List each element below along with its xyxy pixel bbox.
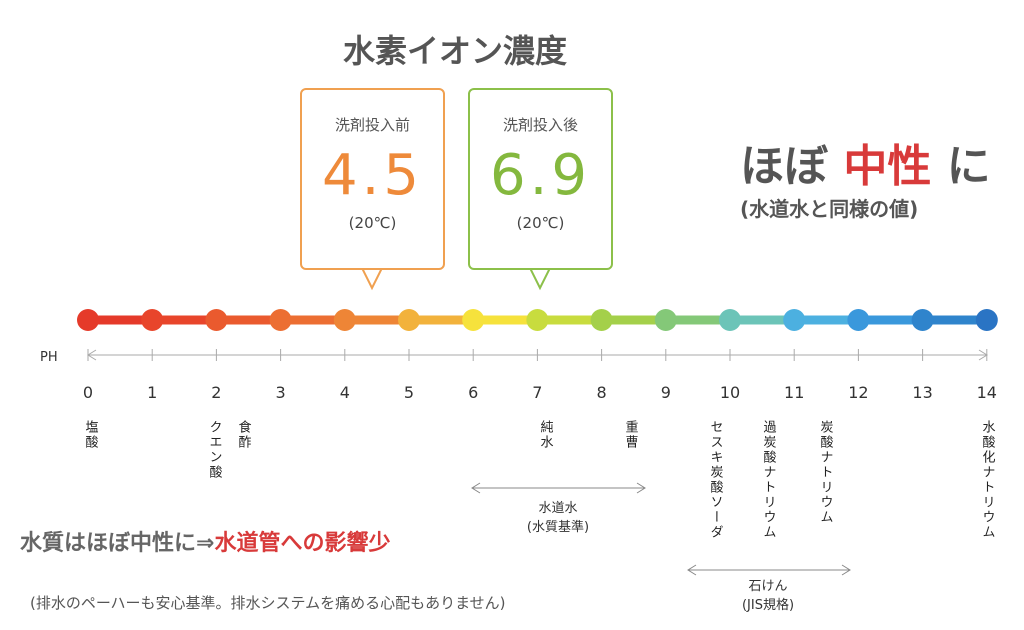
after-box: 洗剤投入後 6.9 (20℃) <box>468 88 613 270</box>
substance: 重曹 <box>622 420 638 450</box>
tick-label: 11 <box>784 383 805 402</box>
headline-text: ほぼ <box>740 141 828 192</box>
title: 水素イオン濃度 <box>342 32 568 70</box>
axis-label: PH <box>40 350 58 365</box>
box-temp: (20℃) <box>348 214 397 232</box>
dot <box>654 309 677 331</box>
range: 水道水 (水質基準) <box>527 497 589 535</box>
dot <box>333 309 356 331</box>
substance: セスキ炭酸ソーダ <box>707 420 723 540</box>
dot <box>526 309 549 331</box>
dot <box>141 309 164 331</box>
tick-label: 9 <box>660 383 671 402</box>
substance: 炭酸ナトリウム <box>817 420 833 525</box>
tick-label: 1 <box>147 383 158 402</box>
box-value: 4.5 <box>321 143 424 208</box>
tick-label: 3 <box>275 383 286 402</box>
substance: 塩酸 <box>82 420 98 450</box>
box-temp: (20℃) <box>516 214 565 232</box>
headline-text: に <box>946 141 991 192</box>
substance: 純水 <box>537 420 553 450</box>
box-label: 洗剤投入後 <box>502 116 578 134</box>
pointer <box>360 267 384 291</box>
dot <box>975 309 998 331</box>
tick-label: 12 <box>848 383 869 402</box>
dot <box>911 309 934 331</box>
tick-label: 0 <box>82 383 94 402</box>
range-label: 水道水 <box>538 501 578 516</box>
dot <box>269 309 292 331</box>
substance: 水酸化ナトリウム <box>979 420 995 540</box>
substance: 食酢 <box>235 420 251 450</box>
box-label: 洗剤投入前 <box>334 116 410 134</box>
tick-label: 8 <box>596 383 607 402</box>
dot <box>719 309 741 331</box>
conclusion-accent: 水道管への影響少 <box>214 531 391 556</box>
tick-label: 2 <box>211 383 222 402</box>
tick-label: 14 <box>976 383 997 402</box>
range-sub: (水質基準) <box>526 520 590 535</box>
tick-label: 10 <box>719 383 741 402</box>
footnote: (排水のペーハーも安心基準。排水システムを痛める心配もありません) <box>30 594 506 612</box>
dot <box>783 309 806 331</box>
box-value: 6.9 <box>489 143 592 208</box>
before-box: 洗剤投入前 4.5 (20℃) <box>300 88 445 270</box>
dot <box>398 309 420 331</box>
conclusion: 水質はほぼ中性に⇒水道管への影響少 <box>20 525 390 557</box>
range: 石けん (JIS規格) <box>742 575 794 613</box>
range-sub: (JIS規格) <box>741 598 795 613</box>
headline-note: (水道水と同様の値) <box>740 197 919 221</box>
headline: ほぼ 中性 に <box>740 130 991 194</box>
tick-label: 6 <box>468 383 479 402</box>
ph-bar <box>77 309 998 331</box>
range-label: 石けん <box>748 579 788 594</box>
tick-marks <box>87 349 988 361</box>
tick-label: 5 <box>403 383 415 402</box>
dot <box>847 309 870 331</box>
range-arrows <box>471 482 851 576</box>
tick-label: 7 <box>532 383 543 402</box>
substance: 過炭酸ナトリウム <box>760 420 776 540</box>
dot <box>462 309 485 331</box>
dot <box>590 309 613 331</box>
substance: クエン酸 <box>206 420 222 480</box>
tick-label: 13 <box>912 383 933 402</box>
dot <box>77 309 99 331</box>
tick-label: 4 <box>339 383 350 402</box>
headline-accent: 中性 <box>843 141 932 192</box>
pointer <box>528 267 552 291</box>
dot <box>205 309 228 331</box>
conclusion-text: 水質はほぼ中性に⇒ <box>20 531 215 556</box>
